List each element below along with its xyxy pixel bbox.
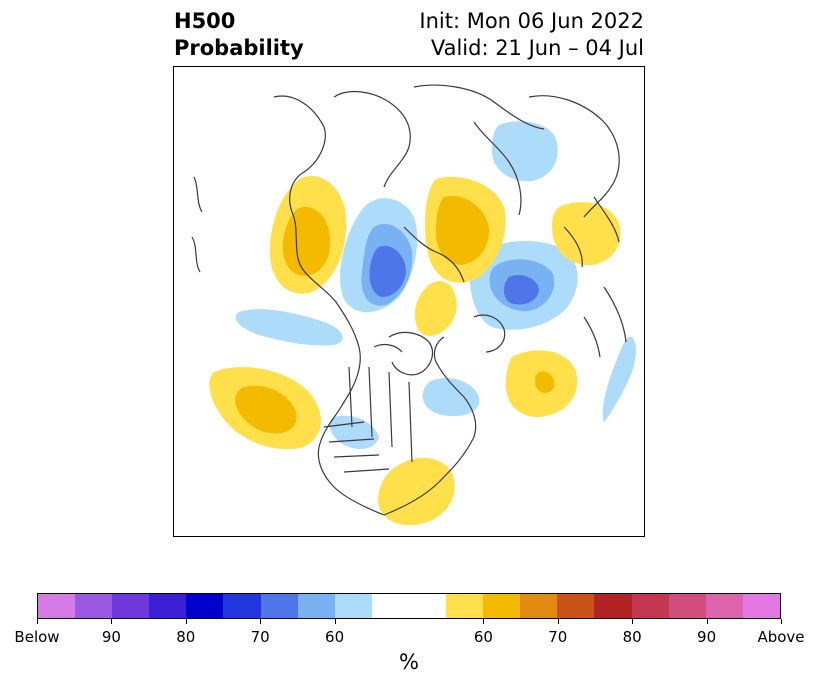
colorbar-tick-mark [260,619,262,624]
probability-map [173,66,645,537]
date-info: Init: Mon 06 Jun 2022 Valid: 21 Jun – 04… [419,8,644,62]
colorbar-segment [223,594,261,618]
colorbar-segment [297,594,335,618]
colorbar-tick-label: 90 [697,628,717,646]
colorbar-segment [186,594,224,618]
colorbar-segment [483,594,521,618]
colorbar-segment [594,594,632,618]
colorbar-segment [149,594,187,618]
colorbar-segment [668,594,706,618]
colorbar-segment [705,594,743,618]
colorbar-tick-mark [557,619,559,624]
colorbar-tick-label: 80 [176,628,196,646]
colorbar-tick-label: Above [757,628,805,646]
coastline-lines [191,84,627,516]
colorbar-segment [742,594,780,618]
colorbar-segment [631,594,669,618]
colorbar-segment [112,594,150,618]
colorbar-segment [75,594,113,618]
chart-title: H500 Probability [174,8,304,62]
colorbar-tick-mark [37,619,38,624]
valid-date-label: Valid: 21 Jun – 04 Jul [430,36,644,60]
colorbar-tick-label: 60 [473,628,493,646]
colorbar-segment [557,594,595,618]
above-normal-70-areas [235,196,555,434]
colorbar-tick-label: Below [14,628,60,646]
probability-colorbar [37,593,781,619]
colorbar-tick-mark [334,619,336,624]
colorbar-tick-label: 80 [622,628,642,646]
colorbar-segment [446,594,484,618]
colorbar-segment [260,594,298,618]
colorbar-tick-label: 60 [325,628,345,646]
colorbar-tick-mark [632,619,634,624]
colorbar-tick-mark [185,619,187,624]
colorbar-segment [334,594,372,618]
title-line-1: H500 [174,9,236,33]
colorbar-segment [38,594,76,618]
colorbar-tick-label: 90 [101,628,121,646]
colorbar-tick-mark [706,619,708,624]
below-normal-80-areas [369,245,539,305]
colorbar-tick-mark [483,619,485,624]
colorbar-tick-label: 70 [250,628,270,646]
colorbar-tick-mark [781,619,782,624]
init-date-label: Init: Mon 06 Jun 2022 [419,9,644,33]
map-canvas [174,84,636,526]
colorbar-unit-label: % [399,650,419,674]
colorbar-tick-mark [111,619,113,624]
colorbar-segment [371,594,447,618]
colorbar-tick-label: 70 [548,628,568,646]
map-edge-gap [174,289,204,317]
colorbar-segment [520,594,558,618]
title-line-2: Probability [174,36,304,60]
